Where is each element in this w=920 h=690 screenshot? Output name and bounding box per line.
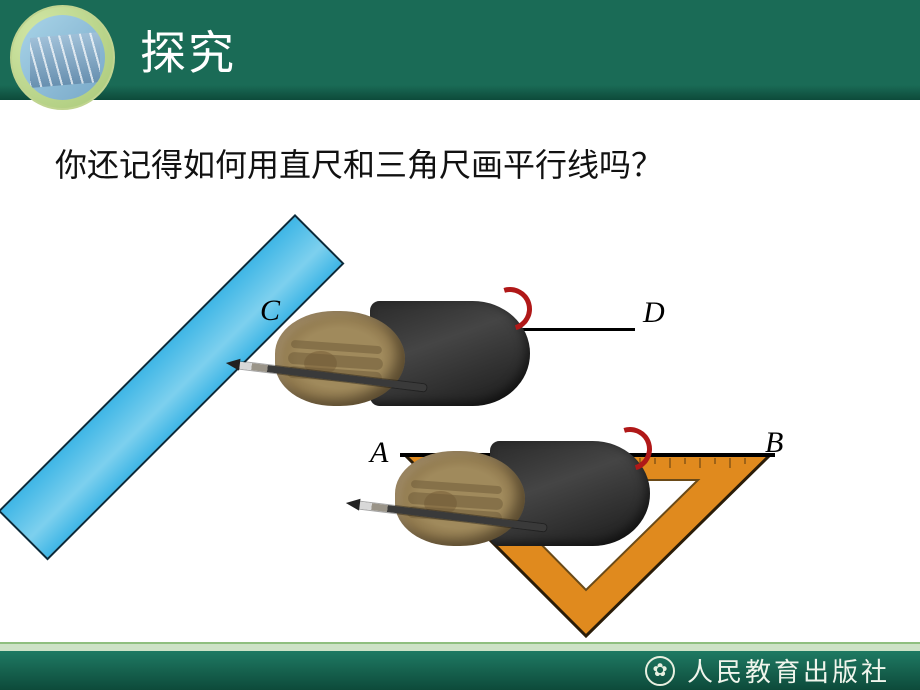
hand-upper [275, 301, 525, 411]
slide-title: 探究 [140, 17, 236, 83]
publisher-badge-icon: ✿ [645, 656, 675, 686]
header-logo [10, 5, 115, 110]
point-label-C: C [260, 294, 280, 328]
question-text: 你还记得如何用直尺和三角尺画平行线吗？ [55, 140, 865, 186]
point-label-B: B [765, 426, 783, 460]
geometry-diagram: C D A B [55, 196, 865, 616]
hand-lower [395, 441, 645, 551]
point-label-D: D [643, 296, 665, 330]
header-logo-scene [20, 15, 105, 100]
publisher-name: 人民教育出版社 [687, 652, 890, 689]
point-label-A: A [370, 436, 388, 470]
slide-body: 你还记得如何用直尺和三角尺画平行线吗？ [0, 100, 920, 626]
slide-footer: ✿ 人民教育出版社 [0, 648, 920, 690]
fist-upper [275, 311, 405, 406]
slide-header: 探究 [0, 0, 920, 100]
fist-lower [395, 451, 525, 546]
